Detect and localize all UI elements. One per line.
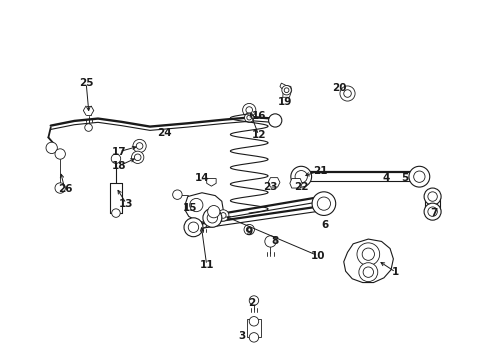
Circle shape bbox=[423, 188, 440, 205]
Text: 9: 9 bbox=[245, 227, 252, 237]
Circle shape bbox=[244, 113, 253, 122]
Circle shape bbox=[134, 154, 141, 161]
Circle shape bbox=[356, 243, 379, 266]
Circle shape bbox=[111, 154, 121, 163]
Circle shape bbox=[245, 107, 252, 113]
Text: 20: 20 bbox=[331, 83, 346, 93]
Circle shape bbox=[268, 114, 281, 127]
Circle shape bbox=[281, 85, 291, 95]
Text: 13: 13 bbox=[119, 199, 133, 209]
Polygon shape bbox=[185, 193, 223, 222]
Text: 18: 18 bbox=[112, 161, 126, 171]
Circle shape bbox=[220, 213, 225, 218]
Circle shape bbox=[183, 218, 203, 237]
Circle shape bbox=[207, 206, 220, 218]
Circle shape bbox=[427, 207, 436, 216]
Circle shape bbox=[264, 236, 276, 247]
Circle shape bbox=[136, 143, 142, 149]
Polygon shape bbox=[267, 177, 279, 187]
Text: 23: 23 bbox=[263, 182, 277, 192]
Text: 3: 3 bbox=[238, 331, 245, 341]
Text: 2: 2 bbox=[247, 298, 255, 308]
Circle shape bbox=[111, 209, 120, 217]
Circle shape bbox=[207, 213, 217, 223]
Circle shape bbox=[311, 192, 335, 215]
Circle shape bbox=[246, 227, 251, 233]
Text: 7: 7 bbox=[429, 208, 436, 218]
Circle shape bbox=[55, 149, 65, 159]
Text: 12: 12 bbox=[251, 130, 265, 140]
Circle shape bbox=[363, 267, 373, 277]
Circle shape bbox=[172, 190, 182, 199]
Text: 22: 22 bbox=[293, 182, 308, 192]
Text: 21: 21 bbox=[312, 166, 326, 176]
Text: 10: 10 bbox=[310, 251, 325, 261]
Circle shape bbox=[249, 333, 258, 342]
Text: 14: 14 bbox=[194, 173, 209, 183]
Circle shape bbox=[408, 166, 429, 187]
Polygon shape bbox=[343, 239, 392, 283]
Text: 11: 11 bbox=[199, 260, 214, 270]
Text: 8: 8 bbox=[271, 237, 278, 247]
Circle shape bbox=[290, 166, 311, 187]
Circle shape bbox=[358, 263, 377, 282]
Text: 15: 15 bbox=[183, 203, 197, 213]
Circle shape bbox=[362, 248, 374, 260]
Circle shape bbox=[46, 142, 57, 153]
Circle shape bbox=[249, 296, 258, 305]
Circle shape bbox=[242, 103, 255, 117]
Circle shape bbox=[133, 139, 146, 153]
Circle shape bbox=[413, 171, 424, 183]
Circle shape bbox=[217, 210, 228, 221]
Text: 6: 6 bbox=[321, 220, 328, 230]
Circle shape bbox=[249, 316, 258, 326]
Circle shape bbox=[203, 208, 222, 227]
Circle shape bbox=[55, 183, 65, 193]
Circle shape bbox=[188, 222, 198, 233]
Text: 26: 26 bbox=[58, 184, 72, 194]
Circle shape bbox=[189, 198, 203, 212]
Circle shape bbox=[317, 197, 330, 210]
Circle shape bbox=[427, 192, 436, 201]
Circle shape bbox=[84, 124, 92, 131]
Circle shape bbox=[343, 90, 350, 97]
Circle shape bbox=[339, 86, 354, 101]
Text: 25: 25 bbox=[79, 78, 93, 88]
Polygon shape bbox=[289, 179, 302, 188]
Bar bbox=[247, 319, 260, 337]
Circle shape bbox=[246, 115, 251, 120]
Circle shape bbox=[423, 203, 440, 220]
Text: 16: 16 bbox=[251, 111, 265, 121]
Text: 24: 24 bbox=[157, 128, 171, 138]
Text: 19: 19 bbox=[277, 97, 291, 107]
Circle shape bbox=[244, 224, 254, 235]
Circle shape bbox=[131, 151, 143, 163]
Polygon shape bbox=[206, 179, 216, 186]
Circle shape bbox=[284, 88, 288, 93]
Polygon shape bbox=[279, 83, 291, 97]
Circle shape bbox=[294, 171, 307, 183]
Text: 5: 5 bbox=[401, 173, 408, 183]
Text: 17: 17 bbox=[112, 147, 126, 157]
Text: 1: 1 bbox=[391, 267, 399, 277]
Text: 4: 4 bbox=[382, 173, 389, 183]
